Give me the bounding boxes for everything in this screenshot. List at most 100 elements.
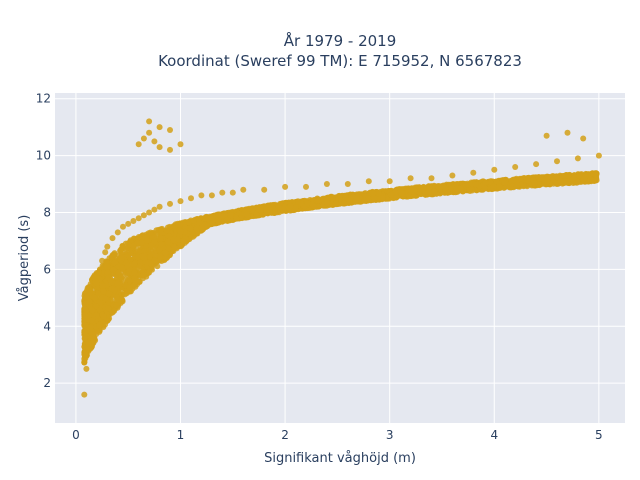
cloud-point bbox=[370, 190, 377, 197]
cloud-point bbox=[113, 302, 120, 309]
y-tick-label: 12 bbox=[36, 92, 51, 106]
cloud-point bbox=[111, 251, 118, 258]
cloud-point bbox=[147, 229, 154, 236]
scatter-cloud bbox=[81, 170, 600, 366]
data-point bbox=[261, 186, 268, 193]
cloud-point bbox=[198, 224, 205, 231]
cloud-point bbox=[514, 181, 521, 188]
cloud-point bbox=[135, 234, 142, 240]
cloud-point bbox=[117, 247, 124, 254]
cloud-point bbox=[324, 200, 331, 207]
y-axis-title: Vågperiod (s) bbox=[17, 215, 32, 302]
cloud-point bbox=[482, 180, 489, 186]
cloud-point bbox=[165, 245, 172, 252]
cloud-point bbox=[82, 289, 89, 296]
cloud-point bbox=[147, 242, 154, 249]
data-point bbox=[323, 181, 330, 187]
data-point bbox=[344, 181, 351, 187]
cloud-point bbox=[90, 338, 97, 345]
data-point bbox=[81, 391, 88, 398]
cloud-point bbox=[127, 256, 134, 263]
cloud-point bbox=[146, 253, 153, 260]
y-tick-label: 2 bbox=[43, 376, 51, 390]
cloud-point bbox=[156, 246, 163, 253]
cloud-point bbox=[576, 172, 583, 179]
data-point bbox=[564, 129, 571, 136]
cloud-point bbox=[81, 329, 88, 336]
data-point bbox=[240, 186, 247, 193]
cloud-point bbox=[174, 236, 181, 243]
chart-title-line-1: År 1979 - 2019 bbox=[284, 31, 397, 50]
y-tick-label: 6 bbox=[43, 262, 51, 276]
cloud-point bbox=[154, 263, 161, 270]
cloud-point bbox=[426, 184, 433, 191]
cloud-point bbox=[329, 195, 336, 202]
cloud-point bbox=[243, 211, 250, 218]
data-point bbox=[102, 249, 109, 256]
cloud-point bbox=[215, 211, 222, 218]
cloud-point bbox=[204, 223, 211, 229]
data-point bbox=[229, 189, 236, 196]
data-point bbox=[85, 340, 92, 347]
cloud-point bbox=[292, 204, 299, 211]
cloud-point bbox=[541, 177, 548, 184]
cloud-point bbox=[464, 181, 471, 188]
cloud-point bbox=[162, 250, 169, 256]
cloud-point bbox=[180, 238, 187, 245]
cloud-point bbox=[407, 187, 414, 193]
data-point bbox=[109, 235, 116, 242]
data-point bbox=[93, 280, 100, 287]
cloud-point bbox=[163, 255, 170, 262]
data-point bbox=[282, 183, 289, 190]
cloud-point bbox=[107, 277, 114, 284]
data-point bbox=[208, 192, 215, 199]
x-tick-label: 0 bbox=[72, 428, 80, 442]
cloud-point bbox=[193, 226, 200, 233]
data-point bbox=[83, 365, 90, 372]
data-point bbox=[167, 127, 173, 133]
cloud-point bbox=[452, 188, 459, 195]
cloud-point bbox=[153, 230, 160, 236]
data-point bbox=[95, 269, 102, 276]
data-point bbox=[135, 215, 142, 222]
data-point bbox=[91, 294, 98, 301]
cloud-point bbox=[557, 178, 564, 185]
cloud-point bbox=[361, 197, 368, 204]
cloud-point bbox=[177, 228, 184, 235]
cloud-point bbox=[139, 253, 146, 260]
data-point bbox=[533, 161, 540, 168]
cloud-point bbox=[581, 175, 588, 182]
cloud-point bbox=[86, 298, 93, 305]
cloud-point bbox=[96, 322, 103, 329]
data-point bbox=[449, 172, 456, 179]
cloud-point bbox=[99, 283, 106, 290]
data-point bbox=[188, 195, 194, 202]
cloud-point bbox=[81, 335, 88, 342]
cloud-point bbox=[95, 290, 102, 297]
cloud-point bbox=[124, 262, 131, 269]
y-tick-label: 8 bbox=[43, 205, 51, 219]
data-point bbox=[543, 132, 550, 139]
data-point bbox=[580, 135, 587, 142]
data-point bbox=[125, 220, 132, 227]
cloud-point bbox=[375, 190, 382, 197]
cloud-point bbox=[109, 309, 116, 316]
data-point bbox=[198, 192, 205, 199]
cloud-point bbox=[493, 178, 500, 185]
chart-title-line-2: Koordinat (Sweref 99 TM): E 715952, N 65… bbox=[158, 52, 522, 70]
cloud-point bbox=[255, 206, 262, 213]
cloud-point bbox=[482, 185, 489, 192]
cloud-point bbox=[111, 287, 118, 294]
data-point bbox=[595, 152, 602, 159]
cloud-point bbox=[157, 226, 164, 233]
cloud-point bbox=[353, 195, 360, 202]
cloud-point bbox=[574, 178, 581, 185]
cloud-point bbox=[592, 170, 599, 177]
data-point bbox=[151, 206, 158, 213]
cloud-point bbox=[126, 284, 133, 291]
cloud-point bbox=[139, 239, 145, 246]
cloud-point bbox=[102, 321, 108, 328]
cloud-point bbox=[89, 307, 96, 314]
cloud-point bbox=[190, 217, 197, 224]
cloud-point bbox=[332, 200, 339, 207]
